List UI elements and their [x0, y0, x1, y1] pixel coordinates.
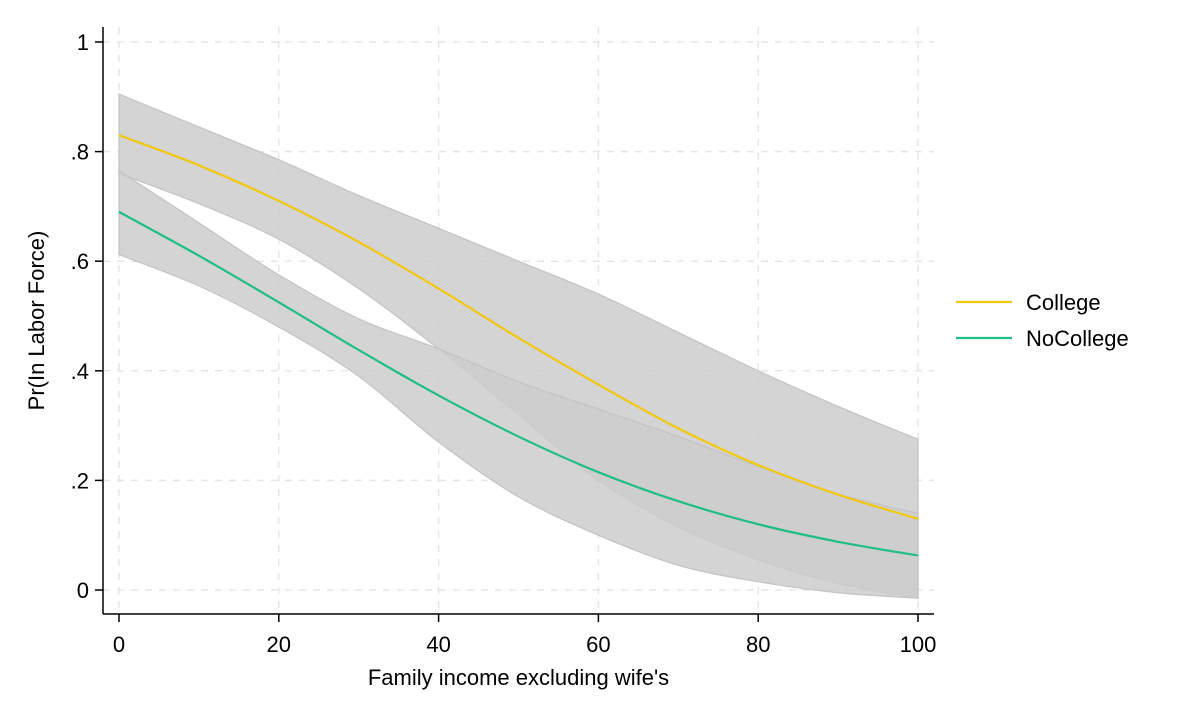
legend: College NoCollege	[956, 290, 1129, 351]
y-tick-label: .8	[71, 140, 89, 165]
ci-band-nocollege	[118, 169, 919, 599]
y-tick-label: .4	[71, 359, 89, 384]
series-lines	[118, 134, 919, 557]
series-line-nocollege	[118, 210, 919, 557]
legend-label-college: College	[1026, 290, 1101, 315]
y-tick-label: 1	[77, 30, 89, 55]
axes: 0 .2 .4 .6 .8 1 0 20 40 60 80 100 Family income excl…	[24, 27, 936, 690]
confidence-bands	[118, 93, 919, 599]
legend-label-nocollege: NoCollege	[1026, 326, 1129, 351]
x-tick-label: 20	[267, 632, 291, 657]
x-tick-label: 100	[900, 632, 937, 657]
series-line-college	[118, 134, 919, 520]
x-tick-label: 40	[426, 632, 450, 657]
y-axis-title: Pr(In Labor Force)	[24, 231, 49, 411]
y-tick-label: 0	[77, 578, 89, 603]
x-tick-label: 0	[113, 632, 125, 657]
x-tick-label: 80	[746, 632, 770, 657]
y-tick-label: .6	[71, 249, 89, 274]
x-axis-title: Family income excluding wife's	[368, 665, 669, 690]
x-tick-label: 60	[586, 632, 610, 657]
y-tick-label: .2	[71, 468, 89, 493]
